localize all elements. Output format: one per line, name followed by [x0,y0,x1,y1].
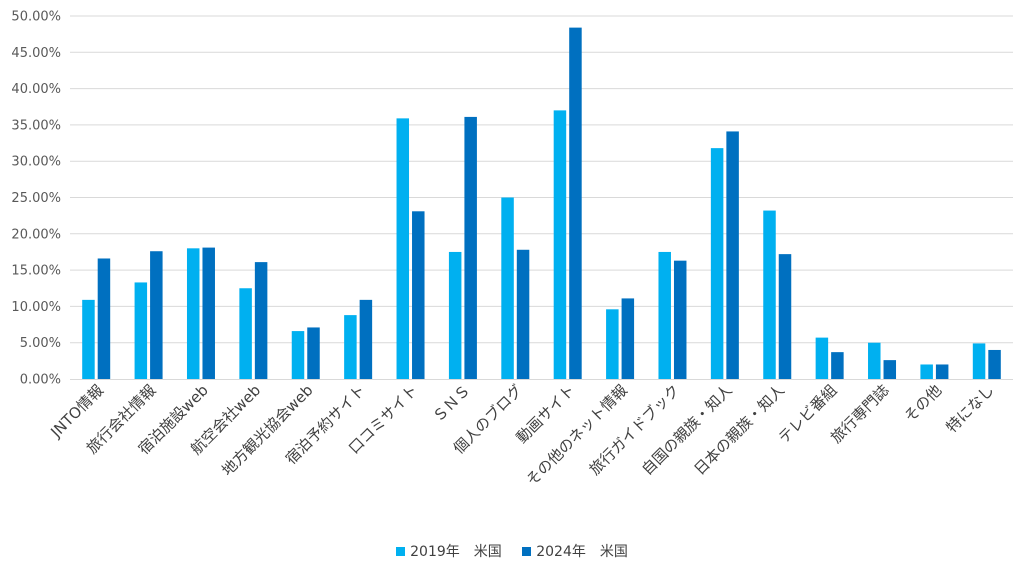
bar-2019-4 [291,331,305,379]
legend-item-2019: 2019年 米国 [396,541,502,561]
x-tick-label: 日本の親族・知人 [690,381,788,479]
bar-2024-10 [621,298,635,379]
bar-2024-5 [359,299,373,379]
legend-item-2024: 2024年 米国 [522,541,628,561]
bar-2019-6 [396,118,410,379]
bar-2019-1 [134,282,148,379]
bar-2019-7 [448,251,462,379]
gridlines [70,15,1013,344]
y-tick-label: 5.00% [20,336,61,351]
legend: 2019年 米国 2024年 米国 [0,541,1024,561]
bar-2024-6 [412,211,425,379]
y-tick-label: 40.00% [11,82,61,97]
bar-chart: 0.00% 5.00% 10.00% 15.00% 20.00% 25.00% 30.00%… [11,10,1013,489]
bar-2024-2 [202,247,215,379]
legend-label-2024: 2024年 米国 [536,544,628,560]
y-tick-label: 10.00% [11,300,61,315]
x-tick-label: 特になし [942,381,997,436]
bar-2024-15 [883,360,897,379]
y-tick-label: 15.00% [11,264,61,279]
y-tick-label: 0.00% [20,373,61,388]
y-tick-label: 30.00% [11,155,61,170]
x-tick-label: 地方観光協会web [218,381,316,479]
bar-2019-5 [344,315,357,379]
y-tick-label: 20.00% [11,227,61,242]
y-tick-label: 25.00% [11,191,61,206]
legend-swatch-2024 [522,546,532,556]
y-tick-label: 45.00% [11,46,61,61]
bar-2019-16 [920,364,933,379]
x-tick-label: 自国の親族・知人 [638,381,736,479]
x-tick-label: その他のネット情報 [523,381,631,489]
legend-label-2019: 2019年 米国 [410,544,502,560]
bar-2024-4 [307,327,320,379]
bar-2024-3 [254,262,268,379]
x-axis-labels: JNTO情報旅行会社情報宿泊施設web航空会社web地方観光協会web宿泊予約サ… [46,381,997,489]
bar-2019-9 [553,110,567,379]
bar-2024-12 [726,131,739,379]
bars [82,27,1001,380]
bar-2024-16 [935,364,949,379]
bar-2024-11 [673,260,687,379]
legend-swatch-2019 [396,546,406,556]
bar-2019-15 [868,342,881,379]
bar-2019-2 [186,248,200,379]
x-tick-label: ＳＮＳ [429,381,474,426]
bar-2019-13 [763,210,776,379]
bar-2019-11 [658,251,671,379]
bar-2024-13 [778,254,792,379]
bar-2019-12 [710,148,724,379]
bar-2019-3 [239,288,252,379]
bar-2019-14 [815,337,829,379]
y-tick-label: 35.00% [11,118,61,133]
y-tick-label: 50.00% [11,10,61,25]
bar-2024-1 [150,251,163,379]
bar-2024-8 [516,249,530,379]
bar-2024-17 [988,349,1001,379]
bar-2024-14 [831,352,844,379]
bar-2019-17 [972,343,986,379]
x-tick-label: 旅行ガイドブック [586,381,684,479]
y-axis-ticks: 0.00% 5.00% 10.00% 15.00% 20.00% 25.00% 30.00%… [11,10,61,388]
bar-2024-7 [464,116,477,379]
bar-2019-8 [501,197,514,379]
bar-2024-0 [97,258,111,379]
x-tick-label: その他 [901,381,946,426]
bar-2024-9 [569,27,582,380]
bar-2019-10 [606,309,619,379]
bar-2019-0 [82,299,95,379]
